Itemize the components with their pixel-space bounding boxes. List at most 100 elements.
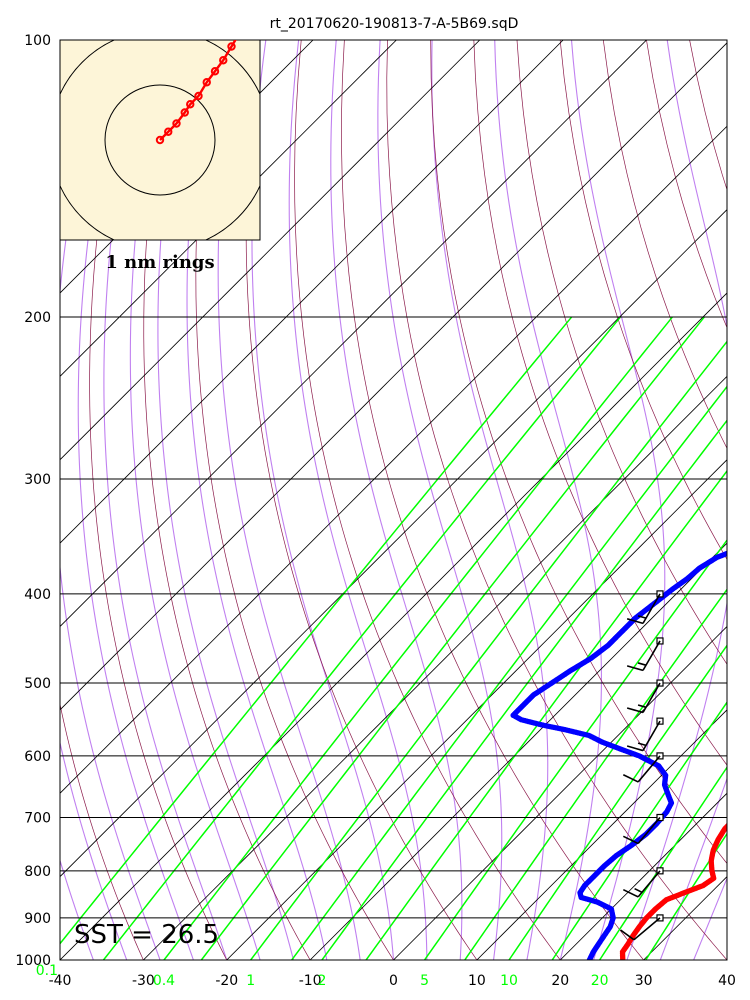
moist-adiabat xyxy=(377,40,503,960)
moist-adiabat xyxy=(726,958,727,960)
moist-adiabat xyxy=(60,129,128,960)
dewpoint-point xyxy=(728,549,733,554)
wind-barb-half-feather xyxy=(637,742,647,747)
temperature-point xyxy=(742,806,747,811)
wind-barb xyxy=(626,679,664,714)
wind-barb-staff xyxy=(633,917,661,941)
dewpoint-point xyxy=(745,545,750,550)
mixing-ratio-label: 5 xyxy=(420,973,429,989)
wind-barb-half-feather xyxy=(634,887,643,894)
plot-frame xyxy=(59,39,728,961)
dry-adiabat xyxy=(195,40,394,960)
moist-adiabats xyxy=(60,40,727,960)
wind-barb xyxy=(626,590,664,625)
wind-barb xyxy=(626,637,664,672)
mixing-ratio-line xyxy=(249,340,727,960)
moist-adiabat xyxy=(330,40,463,960)
dewpoint-point xyxy=(725,550,727,556)
dry-adiabat xyxy=(143,40,311,960)
wind-barb-feather xyxy=(622,774,639,783)
hodograph-point xyxy=(164,127,173,136)
dewpoint-point xyxy=(726,551,727,554)
temperature-point xyxy=(738,810,743,815)
temperature-point xyxy=(745,803,750,808)
pressure-label: 100 xyxy=(24,33,51,49)
wind-barb-staff xyxy=(642,682,661,713)
dry-adiabat xyxy=(430,40,727,864)
pressure-label: 1000 xyxy=(15,953,51,969)
moist-adiabat xyxy=(60,95,161,960)
hodograph-inset: 1 nm rings xyxy=(59,30,261,273)
isotherm xyxy=(60,292,727,960)
dry-adiabat xyxy=(341,40,645,960)
moist-adiabat xyxy=(157,40,294,960)
dry-adiabat xyxy=(473,40,727,766)
isotherm xyxy=(643,876,727,960)
dewpoint-point xyxy=(731,548,736,553)
dewpoint-point xyxy=(747,545,750,550)
dewpoint-point xyxy=(739,546,744,551)
dry-adiabat xyxy=(602,40,727,450)
temperature-point xyxy=(740,808,745,813)
temperature-label: 0 xyxy=(389,973,398,989)
dry-adiabats xyxy=(60,40,727,960)
moist-adiabat xyxy=(431,40,549,960)
hodograph-point xyxy=(155,135,165,145)
mixing-ratio-label: 0.4 xyxy=(153,973,175,989)
chart-title: rt_20170620-190813-7-A-5B69.sqD xyxy=(270,16,519,32)
wind-barb-feather xyxy=(626,707,644,714)
moist-adiabat xyxy=(251,40,395,960)
temperature-point xyxy=(729,820,734,825)
temperature-label: -40 xyxy=(49,973,72,989)
hodograph-point xyxy=(237,30,243,36)
wind-barb-feather xyxy=(626,618,644,625)
dry-adiabat xyxy=(245,40,478,960)
pressure-label: 500 xyxy=(24,676,51,692)
mixing-ratio-line xyxy=(365,469,727,960)
hodograph-point xyxy=(186,100,195,109)
pressure-label: 300 xyxy=(24,472,51,488)
dry-adiabat xyxy=(646,40,727,329)
temperature-point xyxy=(730,819,735,824)
temperature-series xyxy=(619,803,750,960)
wind-barb xyxy=(622,867,664,898)
temperature-point xyxy=(741,807,746,812)
mixing-ratio-labels: 0.1 0.4 1 2 5 10 20 xyxy=(36,963,609,989)
moist-adiabat xyxy=(217,40,361,960)
pressure-label: 700 xyxy=(24,810,51,826)
hodograph-point xyxy=(227,42,236,51)
temperature-point xyxy=(731,818,736,823)
dewpoint-series xyxy=(510,545,750,960)
pressure-label: 900 xyxy=(24,911,51,927)
moist-adiabat xyxy=(77,77,194,960)
isotherm xyxy=(60,209,727,878)
temperature-point xyxy=(732,817,737,822)
temperature-point xyxy=(724,823,727,829)
isotherm xyxy=(476,709,727,960)
dry-adiabat xyxy=(559,40,727,560)
isotherm xyxy=(60,40,397,377)
dry-adiabat xyxy=(60,959,61,960)
mixing-ratio-line xyxy=(200,316,705,960)
wind-barb-feather xyxy=(620,929,635,941)
pressure-label: 400 xyxy=(24,587,51,603)
dry-adiabat xyxy=(60,40,144,960)
moist-adiabat xyxy=(60,958,61,960)
wind-barb-half-feather xyxy=(637,615,647,619)
moist-adiabat xyxy=(693,876,727,960)
mixing-ratio-lines xyxy=(60,316,727,960)
dewpoint-point xyxy=(741,546,746,551)
mixing-ratio-line xyxy=(321,419,727,960)
moist-adiabat xyxy=(186,40,328,960)
dry-adiabat xyxy=(516,40,727,665)
temperature-point xyxy=(744,804,749,809)
isotherm xyxy=(392,625,727,960)
hodograph-point xyxy=(210,67,220,76)
moist-adiabat xyxy=(60,858,94,960)
hodograph-point xyxy=(219,56,228,65)
temperature-tick-labels: -40 -30 -20 -10 0 10 20 30 40 xyxy=(49,973,736,989)
temperature-point xyxy=(734,814,739,819)
wind-barb-half-feather xyxy=(637,662,647,666)
temperature-label: 40 xyxy=(718,973,736,989)
